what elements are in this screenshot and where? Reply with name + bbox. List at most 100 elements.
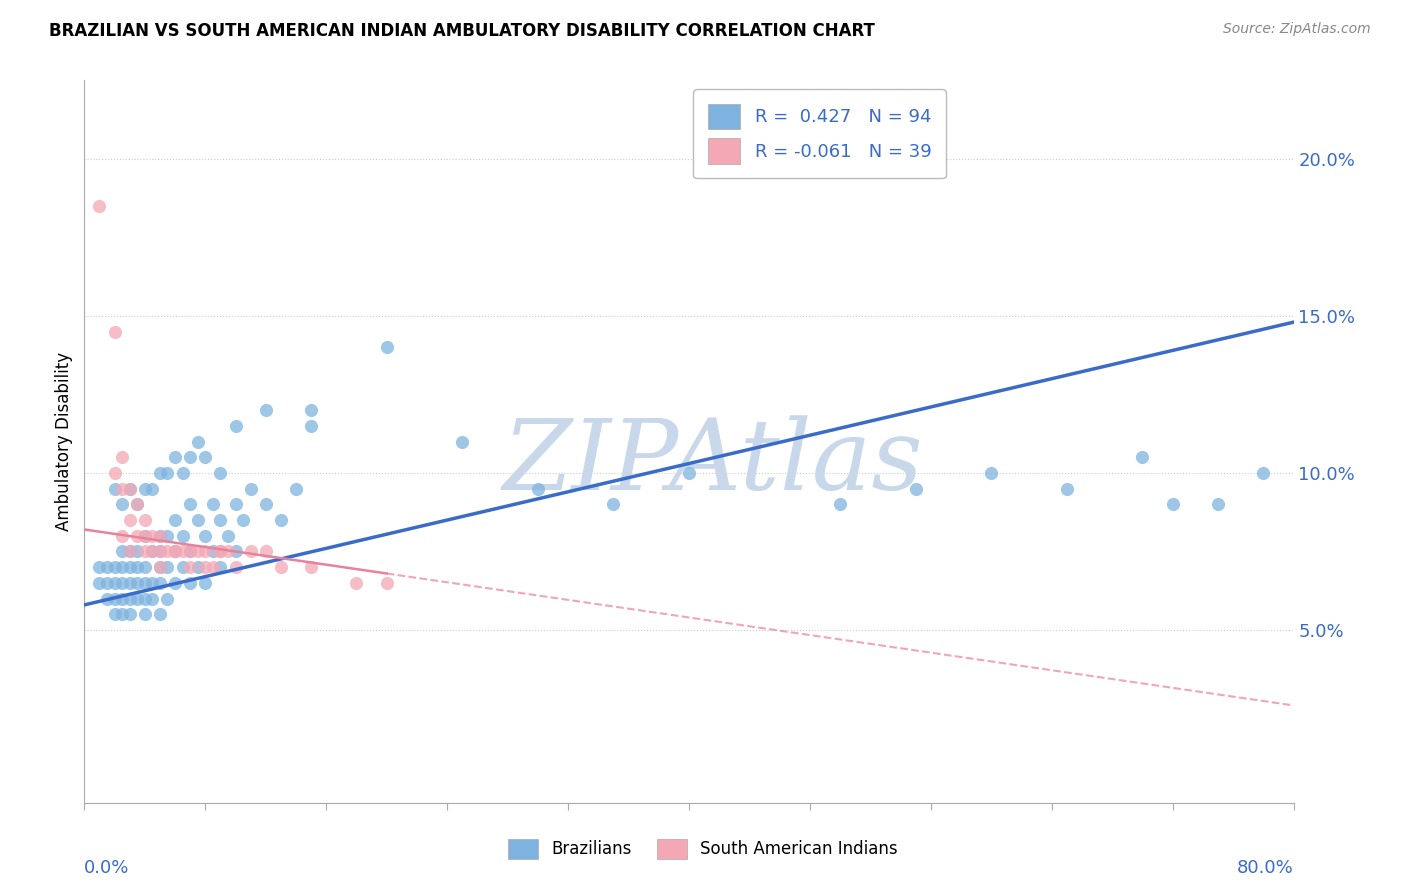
Point: [96, 560, 118, 574]
Point: [96, 591, 118, 606]
Point: [127, 591, 149, 606]
Point: [104, 607, 127, 622]
Point: [127, 497, 149, 511]
Point: [104, 325, 127, 339]
Point: [375, 575, 398, 590]
Point: [104, 591, 127, 606]
Y-axis label: Ambulatory Disability: Ambulatory Disability: [55, 352, 73, 531]
Point: [127, 544, 149, 558]
Point: [299, 418, 322, 433]
Point: [172, 466, 194, 480]
Point: [179, 560, 201, 574]
Point: [165, 544, 187, 558]
Point: [187, 434, 209, 449]
Point: [254, 544, 277, 558]
Text: 80.0%: 80.0%: [1237, 859, 1294, 878]
Point: [187, 544, 209, 558]
Point: [209, 544, 232, 558]
Point: [141, 482, 163, 496]
Point: [527, 482, 550, 496]
Point: [225, 544, 247, 558]
Point: [96, 575, 118, 590]
Point: [299, 403, 322, 417]
Point: [209, 513, 232, 527]
Point: [111, 529, 134, 543]
Point: [209, 560, 232, 574]
Point: [111, 497, 134, 511]
Legend: R =  0.427   N = 94, R = -0.061   N = 39: R = 0.427 N = 94, R = -0.061 N = 39: [693, 89, 946, 178]
Point: [225, 560, 247, 574]
Point: [134, 529, 156, 543]
Point: [1253, 466, 1275, 480]
Point: [156, 591, 179, 606]
Point: [156, 529, 179, 543]
Point: [194, 529, 217, 543]
Point: [156, 560, 179, 574]
Point: [104, 575, 127, 590]
Point: [118, 575, 141, 590]
Point: [602, 497, 624, 511]
Point: [134, 482, 156, 496]
Point: [239, 482, 262, 496]
Point: [1206, 497, 1229, 511]
Point: [118, 482, 141, 496]
Point: [141, 591, 163, 606]
Point: [179, 575, 201, 590]
Point: [232, 513, 254, 527]
Point: [89, 560, 111, 574]
Point: [165, 544, 187, 558]
Point: [225, 497, 247, 511]
Point: [172, 560, 194, 574]
Point: [209, 466, 232, 480]
Point: [118, 544, 141, 558]
Point: [149, 544, 172, 558]
Point: [134, 560, 156, 574]
Point: [239, 544, 262, 558]
Point: [225, 418, 247, 433]
Point: [111, 591, 134, 606]
Point: [165, 513, 187, 527]
Point: [118, 560, 141, 574]
Point: [1130, 450, 1153, 465]
Point: [201, 560, 224, 574]
Point: [104, 482, 127, 496]
Point: [149, 466, 172, 480]
Point: [149, 575, 172, 590]
Point: [118, 591, 141, 606]
Point: [134, 607, 156, 622]
Text: ZIPAtlas: ZIPAtlas: [503, 416, 924, 511]
Point: [118, 607, 141, 622]
Point: [980, 466, 1002, 480]
Point: [187, 513, 209, 527]
Point: [172, 529, 194, 543]
Text: 0.0%: 0.0%: [84, 859, 129, 878]
Point: [201, 544, 224, 558]
Point: [254, 497, 277, 511]
Point: [254, 403, 277, 417]
Legend: Brazilians, South American Indians: Brazilians, South American Indians: [502, 832, 904, 866]
Point: [111, 482, 134, 496]
Point: [194, 544, 217, 558]
Point: [172, 544, 194, 558]
Point: [134, 513, 156, 527]
Point: [156, 466, 179, 480]
Point: [217, 544, 239, 558]
Point: [451, 434, 474, 449]
Point: [194, 560, 217, 574]
Point: [165, 544, 187, 558]
Point: [270, 560, 292, 574]
Text: BRAZILIAN VS SOUTH AMERICAN INDIAN AMBULATORY DISABILITY CORRELATION CHART: BRAZILIAN VS SOUTH AMERICAN INDIAN AMBUL…: [49, 22, 875, 40]
Point: [179, 544, 201, 558]
Point: [141, 544, 163, 558]
Point: [194, 450, 217, 465]
Point: [149, 529, 172, 543]
Point: [830, 497, 852, 511]
Point: [678, 466, 700, 480]
Point: [141, 575, 163, 590]
Point: [89, 575, 111, 590]
Point: [111, 560, 134, 574]
Point: [156, 544, 179, 558]
Point: [1056, 482, 1078, 496]
Point: [904, 482, 927, 496]
Point: [194, 575, 217, 590]
